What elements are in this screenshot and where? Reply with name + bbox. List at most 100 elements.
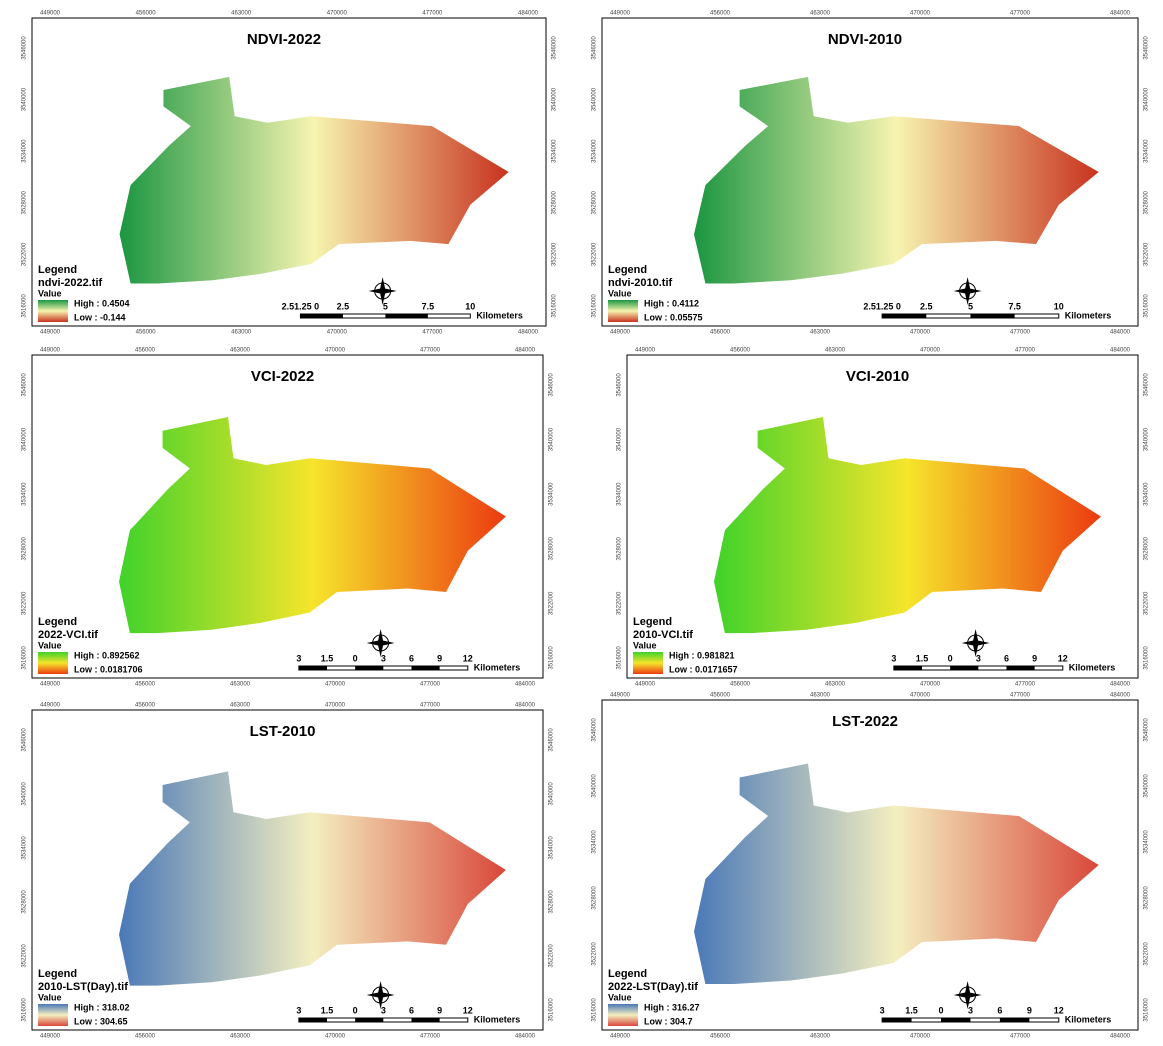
y-coord-label: 3546000 — [592, 36, 598, 60]
y-coord-label: 3534000 — [552, 139, 558, 163]
y-coord-label: 3528000 — [1144, 886, 1150, 910]
y-coord-label: 3540000 — [552, 87, 558, 111]
scale-label: 6 — [1004, 653, 1009, 663]
scale-label: 0 — [938, 1005, 943, 1015]
y-coord-label: 3540000 — [22, 87, 28, 111]
y-coord-label: 3546000 — [22, 728, 28, 752]
map-panel: VCI-201044900044900045600045600046300046… — [617, 348, 1150, 688]
y-coord-label: 3516000 — [592, 294, 598, 318]
y-coord-label: 3534000 — [592, 139, 598, 163]
y-coord-label: 3522000 — [549, 944, 555, 968]
x-coord-label: 470000 — [325, 703, 346, 709]
scale-label: 12 — [1054, 1005, 1064, 1015]
legend-value: Value — [38, 992, 62, 1002]
scale-bar — [1000, 1018, 1029, 1022]
x-coord-label: 456000 — [135, 682, 156, 688]
y-coord-label: 3546000 — [552, 36, 558, 60]
scale-bar — [894, 666, 922, 670]
y-coord-label: 3516000 — [552, 294, 558, 318]
scale-bar — [970, 314, 1014, 318]
y-coord-label: 3534000 — [549, 482, 555, 506]
scale-label: 6 — [409, 1005, 414, 1015]
x-coord-label: 463000 — [825, 348, 846, 354]
scale-bar — [411, 1018, 439, 1022]
x-coord-label: 449000 — [635, 682, 656, 688]
scale-label: 9 — [1032, 653, 1037, 663]
map-panel: NDVI-20104490004490004560004560004630004… — [592, 11, 1150, 336]
x-coord-label: 477000 — [420, 682, 441, 688]
y-coord-label: 3528000 — [592, 886, 598, 910]
x-coord-label: 477000 — [1010, 1034, 1031, 1040]
scale-label: 1.5 — [905, 1005, 918, 1015]
scale-label: 3 — [381, 1005, 386, 1015]
scale-unit: Kilometers — [1069, 662, 1116, 672]
scale-label: 5 — [383, 301, 388, 311]
x-coord-label: 463000 — [230, 1034, 251, 1040]
y-coord-label: 3528000 — [22, 536, 28, 560]
x-coord-label: 456000 — [730, 682, 751, 688]
y-coord-label: 3540000 — [22, 427, 28, 451]
legend-value: Value — [38, 640, 62, 650]
x-coord-label: 449000 — [40, 330, 61, 336]
x-coord-label: 463000 — [230, 348, 251, 354]
x-coord-label: 463000 — [230, 682, 251, 688]
x-coord-label: 470000 — [325, 348, 346, 354]
scale-label: 2.51.25 0 — [863, 301, 901, 311]
y-coord-label: 3522000 — [22, 944, 28, 968]
x-coord-label: 484000 — [515, 1034, 536, 1040]
y-coord-label: 3540000 — [1144, 774, 1150, 798]
y-coord-label: 3540000 — [617, 427, 623, 451]
x-coord-label: 463000 — [231, 330, 252, 336]
y-coord-label: 3540000 — [22, 782, 28, 806]
x-coord-label: 470000 — [325, 682, 346, 688]
x-coord-label: 449000 — [610, 11, 631, 17]
y-coord-label: 3546000 — [1144, 718, 1150, 742]
x-coord-label: 470000 — [910, 1034, 931, 1040]
scale-label: 6 — [997, 1005, 1002, 1015]
x-coord-label: 463000 — [810, 1034, 831, 1040]
y-coord-label: 3522000 — [592, 942, 598, 966]
scale-unit: Kilometers — [1065, 1014, 1112, 1024]
x-coord-label: 484000 — [1110, 1034, 1131, 1040]
map-panel: LST-201044900044900045600045600046300046… — [22, 703, 555, 1040]
legend-title: Legend — [608, 264, 647, 276]
scale-bar — [355, 1018, 383, 1022]
y-coord-label: 3522000 — [592, 242, 598, 266]
x-coord-label: 449000 — [40, 1034, 61, 1040]
map-title: LST-2010 — [250, 723, 316, 740]
y-coord-label: 3546000 — [1144, 36, 1150, 60]
scale-bar — [1006, 666, 1034, 670]
legend-low: Low : 0.0181706 — [74, 664, 143, 674]
x-coord-label: 484000 — [518, 11, 539, 17]
y-coord-label: 3534000 — [1144, 482, 1150, 506]
scale-label: 3 — [381, 653, 386, 663]
scale-bar — [882, 314, 926, 318]
y-coord-label: 3516000 — [22, 998, 28, 1022]
scale-unit: Kilometers — [474, 662, 521, 672]
scale-unit: Kilometers — [474, 1014, 521, 1024]
scale-label: 9 — [1027, 1005, 1032, 1015]
y-coord-label: 3540000 — [549, 782, 555, 806]
legend-low: Low : 304.65 — [74, 1016, 128, 1026]
y-coord-label: 3534000 — [1144, 830, 1150, 854]
legend-ramp — [38, 1004, 68, 1026]
x-coord-label: 456000 — [136, 11, 157, 17]
scale-label: 0 — [353, 1005, 358, 1015]
y-coord-label: 3522000 — [1144, 591, 1150, 615]
x-coord-label: 484000 — [515, 703, 536, 709]
scale-label: 1.5 — [916, 653, 929, 663]
map-title: VCI-2010 — [846, 368, 909, 385]
x-coord-label: 477000 — [1010, 693, 1031, 699]
y-coord-label: 3516000 — [592, 998, 598, 1022]
x-coord-label: 449000 — [610, 693, 631, 699]
legend-title: Legend — [633, 616, 672, 628]
x-coord-label: 477000 — [422, 330, 443, 336]
x-coord-label: 470000 — [910, 693, 931, 699]
scale-bar — [355, 666, 383, 670]
x-coord-label: 449000 — [635, 348, 656, 354]
scale-bar — [385, 314, 427, 318]
map-title: VCI-2022 — [251, 368, 314, 385]
map-panel: NDVI-20224490004490004560004560004630004… — [22, 11, 558, 336]
scale-label: 7.5 — [422, 301, 435, 311]
scale-label: 3 — [296, 653, 301, 663]
